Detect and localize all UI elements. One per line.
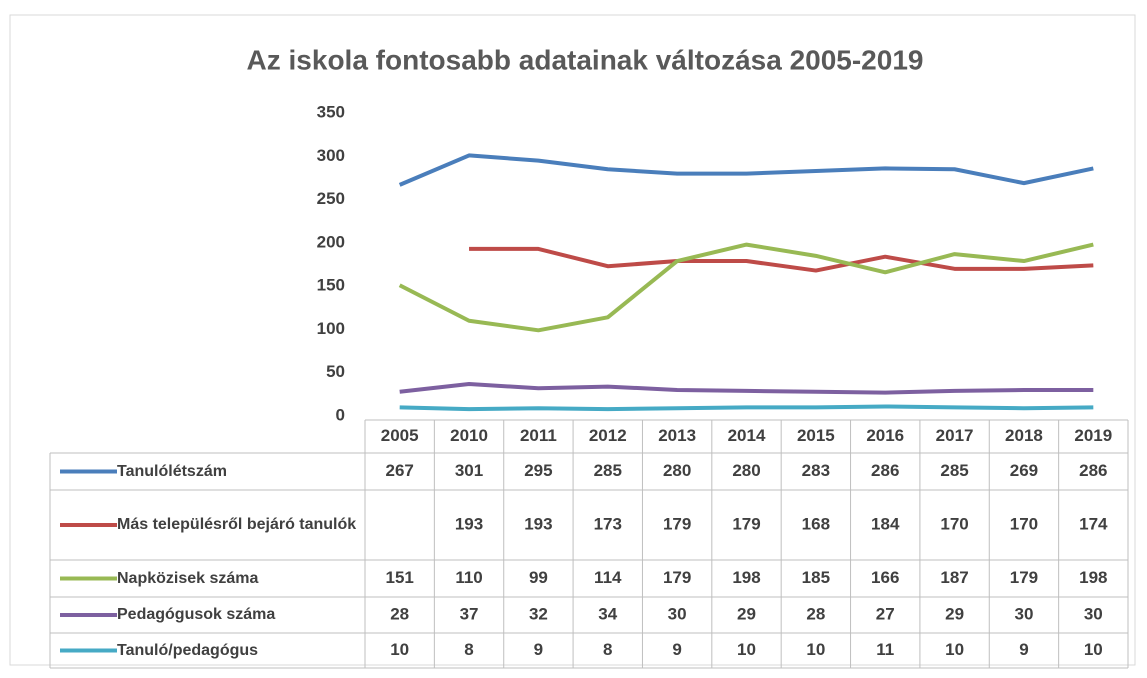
legend-label: Napközisek száma — [117, 569, 259, 587]
table-value: 110 — [455, 568, 482, 587]
table-value: 173 — [594, 514, 622, 533]
y-tick-label: 300 — [317, 146, 345, 165]
table-value: 114 — [594, 568, 622, 587]
legend-label: Tanuló/pedagógus — [117, 641, 259, 659]
table-value: 179 — [663, 568, 691, 587]
y-tick-label: 150 — [317, 276, 345, 295]
table-value: 34 — [598, 604, 617, 623]
series-line — [398, 242, 1094, 333]
table-value: 8 — [603, 640, 612, 659]
legend-cell: Pedagógusok száma — [117, 606, 276, 623]
table-value: 32 — [529, 604, 548, 623]
table-value: 9 — [1019, 640, 1028, 659]
table-value: 185 — [802, 568, 830, 587]
series-line — [469, 246, 1094, 273]
x-tick-label: 2017 — [936, 426, 974, 445]
table-value: 37 — [460, 604, 479, 623]
table-value: 285 — [594, 461, 622, 480]
table-value: 29 — [945, 604, 964, 623]
table-value: 179 — [663, 514, 691, 533]
table-value: 30 — [1014, 604, 1033, 623]
x-tick-label: 2012 — [589, 426, 627, 445]
legend-cell: Napközisek száma — [117, 569, 259, 587]
legend-cell: Más településről bejáró tanulók — [117, 516, 357, 533]
table-value: 99 — [529, 568, 548, 587]
x-tick-label: 2016 — [866, 426, 904, 445]
table-value: 283 — [802, 461, 830, 480]
table-value: 184 — [871, 514, 900, 533]
table-value: 28 — [390, 604, 409, 623]
table-value: 193 — [524, 514, 552, 533]
table-value: 168 — [802, 514, 830, 533]
table-value: 198 — [1079, 568, 1107, 587]
table-value: 10 — [1084, 640, 1103, 659]
x-tick-label: 2014 — [728, 426, 766, 445]
table-value: 30 — [1084, 604, 1103, 623]
y-tick-label: 100 — [317, 319, 345, 338]
series-line — [398, 153, 1094, 187]
x-tick-label: 2005 — [381, 426, 419, 445]
x-tick-label: 2018 — [1005, 426, 1043, 445]
chart-border — [9, 14, 1136, 666]
y-tick-label: 250 — [317, 189, 345, 208]
table-value: 286 — [1079, 461, 1107, 480]
table-value: 170 — [940, 514, 968, 533]
table-value: 193 — [455, 514, 483, 533]
table-value: 29 — [737, 604, 756, 623]
series-line — [399, 404, 1094, 412]
table-value: 9 — [672, 640, 681, 659]
series-line — [399, 381, 1094, 395]
legend-label: Más településről bejáró tanulók — [117, 516, 357, 533]
table-value: 198 — [732, 568, 760, 587]
chart-title: Az iskola fontosabb adatainak változása … — [247, 44, 924, 75]
y-tick-label: 200 — [317, 232, 345, 251]
table-value: 30 — [668, 604, 687, 623]
x-tick-label: 2011 — [520, 426, 557, 445]
table-value: 151 — [385, 568, 413, 587]
table-value: 179 — [732, 514, 760, 533]
y-tick-label: 50 — [326, 362, 345, 381]
table-value: 28 — [806, 604, 825, 623]
table-value: 269 — [1010, 461, 1038, 480]
legend-label: Tanulólétszám — [117, 462, 227, 480]
table-value: 179 — [1010, 568, 1038, 587]
y-tick-label: 0 — [336, 405, 345, 424]
table-value: 11 — [876, 640, 894, 659]
table-value: 166 — [871, 568, 899, 587]
y-tick-label: 350 — [317, 102, 345, 121]
x-tick-label: 2019 — [1074, 426, 1112, 445]
legend-label: Pedagógusok száma — [117, 606, 276, 623]
table-value: 187 — [940, 568, 968, 587]
table-value: 286 — [871, 461, 899, 480]
legend-cell: Tanuló/pedagógus — [117, 641, 259, 659]
table-value: 267 — [385, 461, 413, 480]
x-tick-label: 2010 — [450, 426, 488, 445]
table-value: 10 — [806, 640, 825, 659]
table-value: 27 — [876, 604, 895, 623]
x-tick-label: 2013 — [658, 426, 696, 445]
table-value: 8 — [464, 640, 473, 659]
table-value: 10 — [945, 640, 964, 659]
table-value: 10 — [390, 640, 409, 659]
x-tick-label: 2015 — [797, 426, 835, 445]
table-value: 170 — [1010, 514, 1038, 533]
table-value: 301 — [455, 461, 483, 480]
table-value: 285 — [940, 461, 968, 480]
table-value: 295 — [524, 461, 552, 480]
legend-cell: Tanulólétszám — [117, 462, 227, 480]
table-value: 9 — [534, 640, 543, 659]
table-value: 174 — [1079, 514, 1108, 533]
table-value: 280 — [732, 461, 760, 480]
table-value: 280 — [663, 461, 691, 480]
table-value: 10 — [737, 640, 756, 659]
